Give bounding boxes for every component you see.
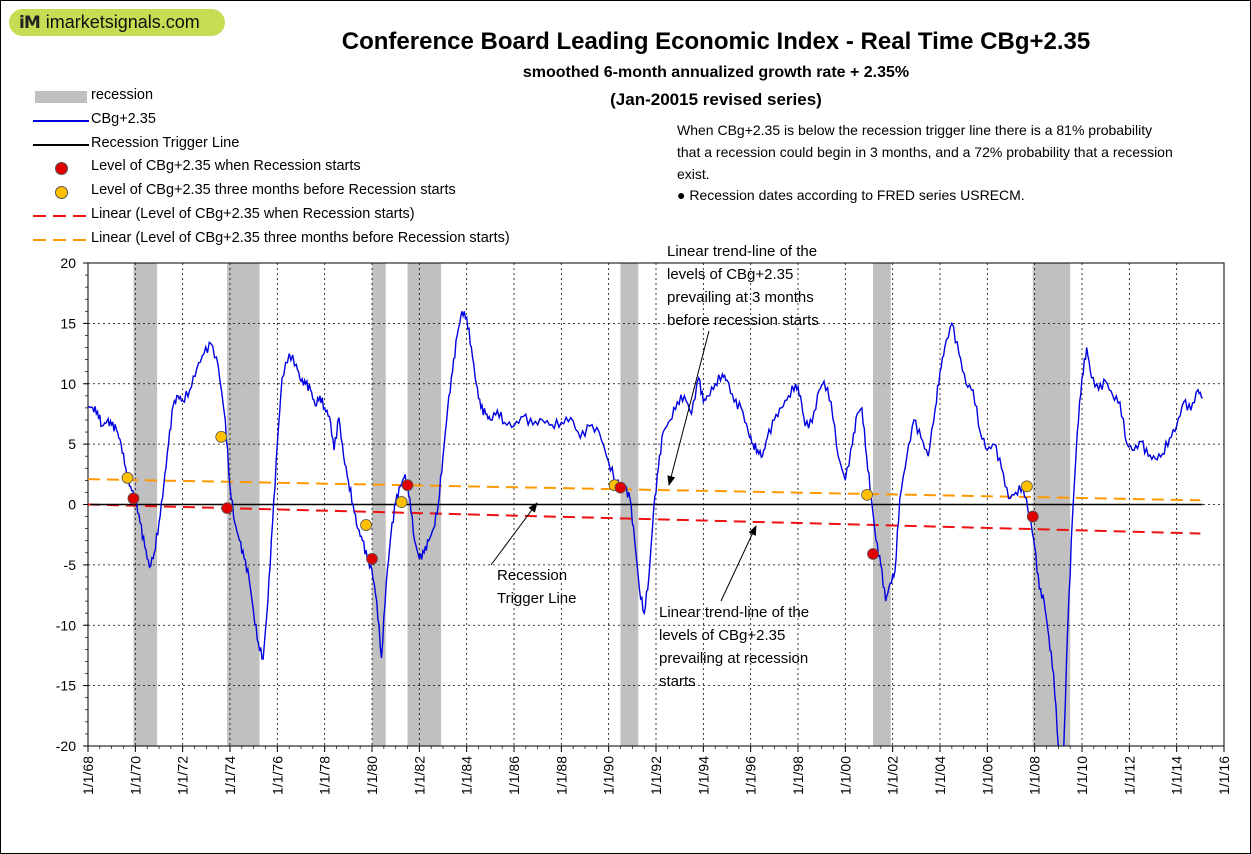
x-tick-label: 1/1/76 [269, 756, 285, 795]
x-tick-label: 1/1/96 [743, 756, 759, 795]
annotation-orange-trend: Linear trend-line of the levels of CBg+2… [667, 240, 857, 332]
annotation-line: Linear trend-line of the [659, 604, 810, 621]
orange-dot [215, 430, 228, 443]
x-tick-label: 1/1/84 [459, 756, 475, 795]
chart-title: Conference Board Leading Economic Index … [341, 28, 1091, 55]
x-tick-label: 1/1/72 [175, 756, 191, 795]
y-tick-label: -10 [56, 617, 76, 633]
orange-dot [360, 519, 372, 531]
y-tick-label: 20 [60, 255, 76, 271]
annotation-line: Trigger Line [497, 590, 577, 607]
y-tick-label: -15 [56, 678, 76, 694]
y-tick-label: 15 [60, 315, 76, 331]
x-tick-label: 1/1/78 [317, 756, 333, 795]
annotation-arrow [490, 502, 538, 566]
x-tick-label: 1/1/98 [790, 756, 806, 795]
annotation-line: before recession starts [667, 312, 819, 329]
annotation-line: Recession [497, 567, 568, 584]
x-tick-label: 1/1/06 [979, 756, 995, 795]
legend-label: Linear (Level of CBg+2.35 three months b… [91, 229, 510, 246]
x-tick-label: 1/1/92 [648, 756, 664, 795]
red-dot [127, 492, 140, 505]
x-tick-label: 1/1/68 [80, 756, 96, 795]
x-tick-label: 1/1/02 [885, 756, 901, 795]
y-tick-label: 10 [60, 376, 76, 392]
red-dot [366, 552, 378, 565]
legend-label: CBg+2.35 [91, 110, 156, 127]
red-dot [221, 502, 234, 515]
probability-note: When CBg+2.35 is below the recession tri… [677, 122, 1173, 182]
legend-swatch-trigger [33, 143, 89, 146]
x-tick-label: 1/1/80 [364, 756, 380, 795]
red-dot [867, 548, 879, 560]
legend-label: recession [91, 87, 154, 103]
legend-swatch-red-trend [33, 214, 89, 217]
y-tick-label: 0 [68, 497, 76, 513]
annotation-line: prevailing at recession [659, 650, 809, 667]
annotation-arrow [720, 525, 757, 602]
annotation-line: Linear trend-line of the [667, 243, 818, 260]
orange-dot [121, 472, 134, 484]
x-tick-label: 1/1/16 [1216, 756, 1232, 795]
x-tick-label: 1/1/12 [1121, 756, 1137, 795]
orange-dot [861, 488, 874, 501]
legend-label: Level of CBg+2.35 when Recession starts [91, 158, 361, 175]
annotation-line: levels of CBg+2.35 [667, 266, 794, 283]
logo-mark: iM [19, 12, 41, 33]
legend-label: Recession Trigger Line [91, 134, 240, 151]
x-tick-label: 1/1/70 [127, 756, 143, 795]
legend-swatch-recession [35, 91, 87, 103]
legend-label: Linear (Level of CBg+2.35 when Recession… [91, 205, 415, 222]
site-logo[interactable]: iM imarketsignals.com [9, 9, 225, 36]
x-tick-label: 1/1/86 [506, 756, 522, 795]
red-trend-line [87, 503, 1201, 535]
legend-swatch-orange-dot [55, 186, 68, 200]
red-dot [401, 479, 414, 492]
x-tick-label: 1/1/82 [411, 756, 427, 795]
chart-subtitle-2: (Jan-20015 revised series) [610, 90, 822, 109]
logo-text: imarketsignals.com [45, 12, 200, 32]
x-tick-label: 1/1/10 [1074, 756, 1090, 795]
annotation-arrow [667, 330, 710, 486]
orange-trend-line [87, 478, 1201, 502]
y-tick-label: 5 [68, 436, 76, 452]
red-dot [1026, 510, 1039, 523]
chart-subtitle: smoothed 6-month annualized growth rate … [522, 64, 910, 81]
recession-source-note: ● Recession dates according to FRED seri… [677, 187, 1025, 203]
x-tick-label: 1/1/08 [1027, 756, 1043, 795]
annotation-red-trend: Linear trend-line of the levels of CBg+2… [659, 601, 859, 693]
x-tick-label: 1/1/14 [1169, 756, 1185, 795]
legend-swatch-series [33, 119, 89, 122]
x-tick-label: 1/1/94 [695, 756, 711, 795]
legend-label: Level of CBg+2.35 three months before Re… [91, 182, 456, 199]
red-dot [614, 481, 627, 494]
legend-swatch-red-dot [55, 162, 68, 176]
annotation-line: levels of CBg+2.35 [659, 627, 786, 644]
orange-dot [1020, 480, 1033, 493]
annotation-line: starts [659, 673, 696, 690]
annotation-line: prevailing at 3 months [667, 289, 814, 306]
annotation-trigger: Recession Trigger Line [497, 564, 617, 610]
x-tick-label: 1/1/74 [222, 756, 238, 795]
x-tick-label: 1/1/04 [932, 756, 948, 795]
y-tick-label: -5 [64, 557, 77, 573]
orange-dot [395, 496, 408, 508]
x-tick-label: 1/1/88 [553, 756, 569, 795]
x-tick-label: 1/1/00 [837, 756, 853, 795]
x-tick-label: 1/1/90 [601, 756, 617, 795]
y-tick-label: -20 [56, 738, 76, 754]
legend-swatch-orange-trend [33, 238, 89, 241]
